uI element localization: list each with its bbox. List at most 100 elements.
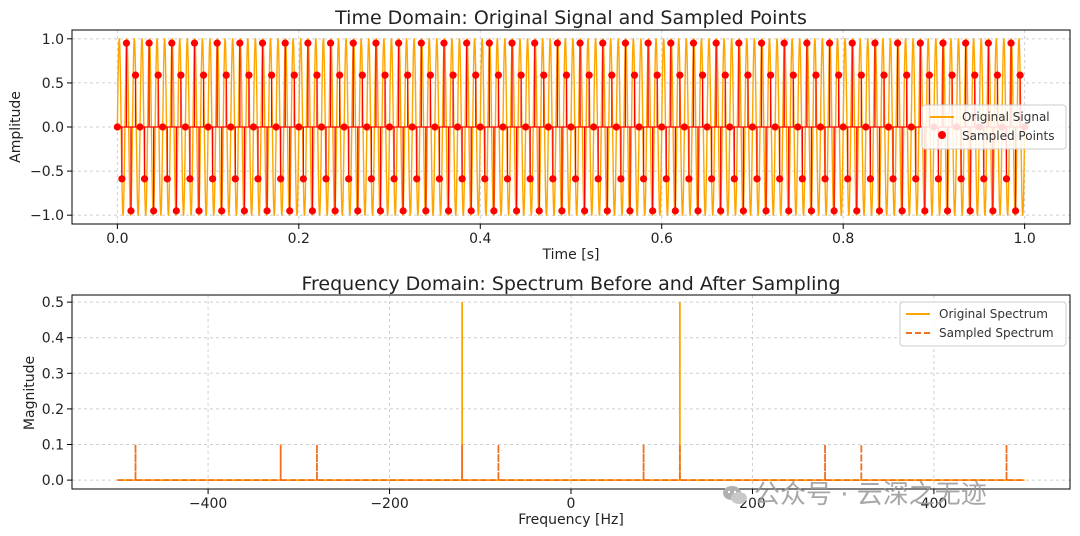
sampled-point	[966, 207, 974, 215]
sampled-point	[358, 71, 366, 79]
sampled-point	[576, 39, 584, 47]
sampled-point	[821, 175, 829, 183]
sampled-point	[444, 207, 453, 215]
sampled-point	[912, 175, 920, 183]
sampled-point	[245, 71, 253, 79]
sampled-point	[603, 207, 611, 215]
sampled-point	[154, 71, 162, 79]
sampled-point	[621, 39, 630, 47]
sampled-point	[599, 39, 607, 47]
sampled-point	[381, 71, 389, 79]
sampled-point	[857, 71, 865, 79]
sampled-point	[512, 207, 521, 215]
sampled-point	[399, 207, 407, 215]
sampled-point	[258, 39, 267, 47]
time-x-tick-label: 0.0	[106, 231, 128, 247]
sampled-point	[780, 39, 788, 47]
sampled-point	[336, 71, 344, 79]
sampled-point	[798, 175, 806, 183]
sampled-point	[807, 207, 816, 215]
sampled-point	[757, 39, 766, 47]
sampled-point	[735, 39, 743, 47]
sampled-point	[880, 71, 888, 79]
sampled-point	[277, 175, 285, 183]
sampled-point	[413, 175, 421, 183]
sampled-point	[971, 71, 979, 79]
time-domain-chart: 0.0 0.2 0.4 0.6 0.8 1.0 −1.0 −0.5 0.0 0.5 1.0 Time…	[8, 7, 1071, 263]
sampled-point	[199, 71, 208, 79]
frequency-chart-title: Frequency Domain: Spectrum Before and Af…	[301, 273, 840, 295]
sampled-point	[150, 207, 158, 215]
sampled-point	[168, 39, 176, 47]
sampled-point	[789, 71, 797, 79]
sampled-point	[903, 71, 911, 79]
sampled-point	[626, 207, 634, 215]
sampled-point	[508, 39, 516, 47]
sampled-point	[943, 207, 952, 215]
sampled-point	[308, 207, 317, 215]
sampled-point	[844, 175, 852, 183]
sampled-point	[594, 175, 602, 183]
sampled-point	[435, 175, 444, 183]
sampled-point	[685, 175, 693, 183]
sampled-point	[186, 175, 194, 183]
sampled-point	[1007, 39, 1015, 47]
frequency-x-label: Frequency [Hz]	[518, 512, 624, 528]
sampled-point	[1002, 175, 1011, 183]
sampled-point	[662, 175, 670, 183]
sampled-point	[322, 175, 330, 183]
sampled-point	[131, 71, 140, 79]
time-legend: Original Signal Sampled Points	[921, 104, 1067, 150]
sampled-point	[404, 71, 412, 79]
sampled-point	[866, 175, 875, 183]
time-legend-box	[921, 104, 1067, 150]
sampled-point	[313, 71, 321, 79]
watermark: 公众号 · 云深之无迹	[722, 474, 987, 511]
sampled-point	[503, 175, 512, 183]
time-x-tick-label: 0.2	[288, 231, 310, 247]
sampled-point	[127, 207, 135, 215]
sampled-point	[753, 175, 761, 183]
sampled-point	[853, 207, 861, 215]
sampled-point	[163, 175, 171, 183]
sampled-point	[608, 71, 616, 79]
sampled-point	[345, 175, 353, 183]
sampled-point	[286, 207, 294, 215]
sampled-point	[744, 71, 752, 79]
sampled-point	[708, 175, 716, 183]
time-x-tick-label: 0.6	[651, 231, 673, 247]
sampled-point	[494, 71, 503, 79]
wechat-icon	[722, 483, 748, 505]
sampled-spectrum-line	[117, 444, 1025, 482]
sampled-points-stems	[113, 39, 1029, 215]
sampled-point	[898, 207, 906, 215]
sampled-point	[957, 175, 965, 183]
time-x-tick-label: 0.8	[832, 231, 854, 247]
sampled-point	[630, 71, 639, 79]
sampled-point	[390, 175, 398, 183]
frequency-y-tick-label: 0.5	[42, 295, 64, 311]
watermark-text: 公众号 · 云深之无迹	[754, 480, 987, 510]
sampled-point	[934, 175, 943, 183]
sampled-point	[871, 39, 879, 47]
sampled-point	[712, 39, 720, 47]
sampled-point	[190, 39, 199, 47]
sampled-point	[962, 39, 970, 47]
sampled-point	[440, 39, 448, 47]
sampled-point	[948, 71, 956, 79]
sampled-point	[263, 207, 271, 215]
sampled-point	[585, 71, 593, 79]
sampled-point	[281, 39, 289, 47]
sampled-point	[290, 71, 298, 79]
sampled-point	[490, 207, 498, 215]
sampled-point	[268, 71, 276, 79]
sampled-point	[812, 71, 820, 79]
sampled-point	[122, 39, 131, 47]
sampled-point	[762, 207, 770, 215]
sampled-point	[694, 207, 702, 215]
sampled-point	[921, 207, 929, 215]
sampled-point	[894, 39, 902, 47]
sampled-point	[803, 39, 811, 47]
sampled-point	[739, 207, 747, 215]
